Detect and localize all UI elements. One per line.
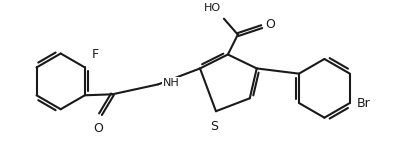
- Text: Br: Br: [356, 97, 370, 110]
- Text: NH: NH: [163, 78, 179, 88]
- Text: O: O: [265, 18, 275, 31]
- Text: S: S: [209, 120, 217, 133]
- Text: HO: HO: [203, 3, 220, 13]
- Text: F: F: [92, 49, 99, 61]
- Text: O: O: [93, 122, 103, 135]
